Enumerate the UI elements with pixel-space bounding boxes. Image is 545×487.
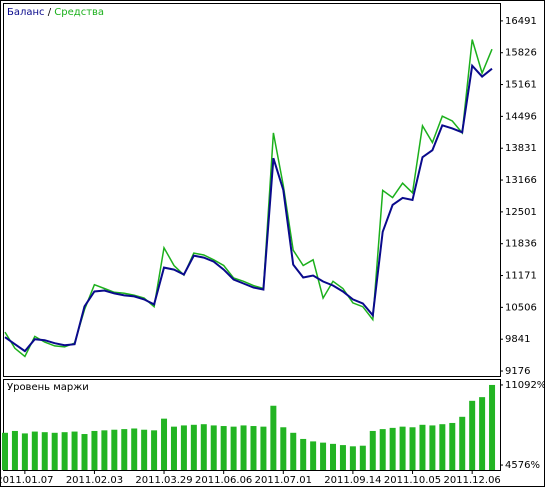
y-tick-label: 13831 <box>505 143 537 154</box>
y-tick-label: 13166 <box>505 175 537 186</box>
bar <box>349 446 356 470</box>
bar <box>121 429 128 470</box>
bar <box>161 418 168 470</box>
legend-balance: Баланс <box>7 7 45 18</box>
y-tick-label: 11836 <box>505 239 537 250</box>
legend-separator: / <box>48 7 52 18</box>
lower-title: Уровень маржи <box>7 382 89 393</box>
bar <box>220 426 227 470</box>
bar <box>230 426 237 470</box>
bar <box>240 425 247 470</box>
bar <box>41 432 48 470</box>
bar <box>91 430 98 470</box>
bar <box>200 424 207 470</box>
x-tick-label: 2011.07.01 <box>255 475 312 486</box>
bar <box>369 430 376 470</box>
bar <box>71 431 78 470</box>
x-tick-label: 2011.10.05 <box>384 475 441 486</box>
bar <box>439 424 446 470</box>
bar <box>409 427 416 470</box>
bar <box>389 427 396 470</box>
bar <box>459 416 466 470</box>
bar <box>11 430 18 470</box>
bar <box>1 432 8 470</box>
bar <box>339 445 346 470</box>
y-tick-label: 15161 <box>505 80 537 91</box>
y-tick-label: 14496 <box>505 111 537 122</box>
bar <box>101 430 108 470</box>
bar <box>260 426 267 470</box>
bar <box>320 442 327 470</box>
legend-equity: Средства <box>54 7 104 18</box>
bar <box>81 434 88 470</box>
legend: Баланс / Средства <box>7 7 104 18</box>
bar <box>399 426 406 470</box>
bar <box>270 405 277 470</box>
bar <box>379 429 386 470</box>
bar <box>170 426 177 470</box>
y-tick-label: 16491 <box>505 16 537 27</box>
bar <box>61 432 68 470</box>
bar <box>250 426 257 470</box>
y-tick-label: 11092% <box>505 380 545 391</box>
bar <box>419 424 426 470</box>
y-tick-label: 9841 <box>505 334 530 345</box>
x-tick-label: 2011.09.14 <box>324 475 381 486</box>
bar <box>300 438 307 470</box>
bar <box>310 441 317 470</box>
series-line <box>4 63 493 353</box>
bar <box>210 425 217 470</box>
x-tick-label: 2011.12.06 <box>444 475 501 486</box>
y-tick-label: 12501 <box>505 207 537 218</box>
bar <box>111 429 118 470</box>
bar <box>51 432 58 470</box>
bar <box>429 425 436 470</box>
bar <box>479 397 486 470</box>
y-tick-label: 10506 <box>505 302 537 313</box>
bar <box>359 445 366 470</box>
bar <box>21 433 28 470</box>
bar <box>141 429 148 470</box>
x-tick-label: 2011.02.03 <box>66 475 123 486</box>
y-tick-label: 15826 <box>505 48 537 59</box>
bar <box>469 400 476 470</box>
bar <box>280 427 287 470</box>
x-tick-label: 2011.06.06 <box>195 475 252 486</box>
y-tick-label: 9176 <box>505 366 530 377</box>
x-tick-label: 2011.03.29 <box>135 475 192 486</box>
upper-panel <box>3 3 501 377</box>
y-tick-label: 4576% <box>505 460 540 471</box>
x-tick-label: 2011.01.07 <box>0 475 54 486</box>
bar <box>151 430 158 470</box>
bar <box>489 384 496 470</box>
bar <box>330 443 337 470</box>
bar <box>131 428 138 470</box>
bar <box>31 431 38 470</box>
bar <box>190 424 197 470</box>
bar <box>290 432 297 470</box>
bar <box>180 425 187 470</box>
bar <box>449 422 456 470</box>
y-tick-label: 11171 <box>505 271 537 282</box>
